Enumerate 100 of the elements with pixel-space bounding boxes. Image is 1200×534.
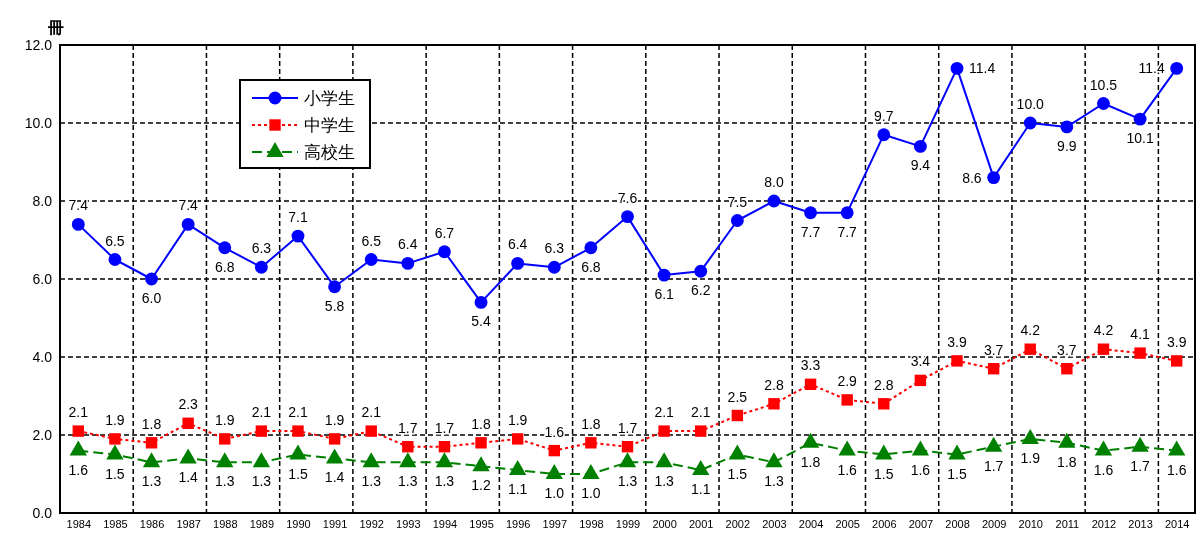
point <box>292 425 304 437</box>
x-tick-label: 1999 <box>615 517 641 530</box>
data-label: 2.8 <box>764 376 784 393</box>
data-label: 5.8 <box>324 297 345 314</box>
data-label: 6.7 <box>434 224 455 241</box>
data-label: 5.4 <box>471 313 491 330</box>
point <box>728 444 746 460</box>
legend-label: 高校生 <box>304 143 355 162</box>
data-label: 3.7 <box>983 341 1004 358</box>
x-tick-label: 2014 <box>1164 517 1190 530</box>
x-tick-label: 1987 <box>176 517 201 530</box>
point <box>838 440 856 456</box>
point <box>1134 347 1146 359</box>
data-label: 1.0 <box>544 485 565 501</box>
data-label: 7.4 <box>68 197 89 214</box>
point <box>254 260 268 274</box>
x-tick-label: 2005 <box>835 517 860 530</box>
data-label: 1.3 <box>654 473 675 490</box>
x-tick-label: 1985 <box>103 517 128 530</box>
point <box>511 256 525 270</box>
point <box>219 433 231 445</box>
point <box>618 452 637 468</box>
x-tick-label: 2003 <box>762 517 787 530</box>
data-label: 6.5 <box>361 232 382 249</box>
data-label: 10.0 <box>1016 96 1045 112</box>
point <box>1061 363 1073 375</box>
data-label: 1.3 <box>398 473 418 490</box>
y-axis-title: 冊 <box>47 19 64 36</box>
data-label: 1.8 <box>471 415 491 432</box>
point <box>694 264 708 278</box>
data-label: 4.2 <box>1093 322 1114 339</box>
point <box>364 253 378 266</box>
x-tick-label: 2010 <box>1018 517 1043 530</box>
data-label: 1.5 <box>288 465 308 482</box>
data-label: 10.1 <box>1126 130 1154 147</box>
point <box>145 272 158 286</box>
data-label: 3.9 <box>947 333 967 350</box>
point <box>692 460 710 476</box>
point <box>325 448 344 464</box>
data-label: 1.3 <box>141 473 162 490</box>
x-tick-label: 1990 <box>286 517 311 530</box>
data-label: 7.6 <box>617 189 638 206</box>
point <box>840 206 854 220</box>
point <box>291 229 305 243</box>
data-label: 6.8 <box>581 258 601 275</box>
data-label: 6.0 <box>141 290 162 306</box>
point <box>328 433 341 445</box>
point <box>987 363 1000 375</box>
data-label: 1.6 <box>1166 461 1187 478</box>
x-tick-label: 1997 <box>542 517 568 530</box>
point <box>71 217 85 231</box>
data-label: 1.0 <box>581 485 601 501</box>
y-tick-label: 12.0 <box>24 36 53 53</box>
x-tick-label: 1995 <box>469 517 494 530</box>
point <box>402 441 414 453</box>
point <box>804 378 817 390</box>
point <box>399 452 417 468</box>
data-label: 2.1 <box>251 404 272 421</box>
data-label: 1.7 <box>1130 457 1151 474</box>
x-tick-label: 1988 <box>213 517 238 530</box>
point <box>438 441 451 453</box>
point <box>1131 436 1149 452</box>
y-tick-label: 2.0 <box>32 426 53 443</box>
data-label: 7.4 <box>178 197 199 214</box>
x-tick-label: 1996 <box>505 517 531 530</box>
data-label: 6.4 <box>507 236 528 253</box>
y-tick-label: 6.0 <box>32 270 53 287</box>
x-tick-label: 2001 <box>688 517 714 530</box>
data-label: 1.9 <box>105 411 125 428</box>
point <box>142 452 161 468</box>
point <box>877 128 891 142</box>
point <box>1170 355 1183 367</box>
data-label: 2.5 <box>727 388 748 405</box>
data-label: 1.8 <box>581 415 601 432</box>
point <box>1170 61 1184 75</box>
data-label: 1.8 <box>141 415 162 432</box>
data-label: 1.9 <box>324 411 345 428</box>
point <box>695 425 707 437</box>
point <box>106 444 124 460</box>
data-label: 1.7 <box>617 419 638 436</box>
data-label: 1.5 <box>947 465 967 482</box>
x-tick-label: 2007 <box>908 517 934 530</box>
point <box>475 437 487 449</box>
point <box>216 452 234 468</box>
x-tick-label: 2008 <box>945 517 970 530</box>
data-label: 2.3 <box>178 396 199 413</box>
point <box>511 433 524 445</box>
x-tick-label: 1989 <box>249 517 275 530</box>
data-label: 3.4 <box>910 353 931 370</box>
data-label: 1.3 <box>617 473 638 490</box>
point <box>545 464 563 479</box>
data-label: 1.1 <box>507 481 528 498</box>
point <box>878 398 890 410</box>
point <box>658 425 670 437</box>
data-label: 1.3 <box>434 473 455 490</box>
data-label: 1.6 <box>544 423 565 440</box>
point <box>621 210 634 224</box>
point <box>182 417 194 429</box>
data-label: 1.6 <box>837 461 858 478</box>
data-label: 9.4 <box>910 157 931 174</box>
